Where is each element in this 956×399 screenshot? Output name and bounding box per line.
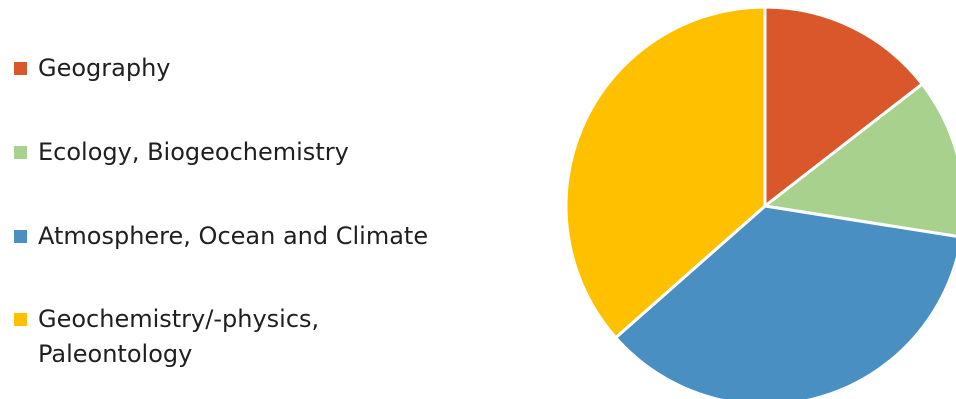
- legend-swatch: [14, 313, 27, 326]
- legend-swatch: [14, 230, 27, 243]
- legend-item-ecology: Ecology, Biogeochemistry: [14, 135, 349, 170]
- legend-item-geography: Geography: [14, 51, 171, 86]
- legend-swatch: [14, 62, 27, 75]
- legend-label: Geochemistry/-physics, Paleontology: [38, 305, 320, 368]
- legend-label: Geography: [38, 54, 171, 82]
- chart-legend: Geography Ecology, Biogeochemistry Atmos…: [14, 0, 534, 399]
- legend-item-geochemistry: Geochemistry/-physics, Paleontology: [14, 302, 319, 372]
- pie-slice-4: [564, 5, 767, 340]
- legend-swatch: [14, 146, 27, 159]
- legend-label: Atmosphere, Ocean and Climate: [38, 222, 429, 250]
- legend-item-atmosphere: Atmosphere, Ocean and Climate: [14, 219, 428, 254]
- pie-slice-2: [763, 82, 956, 238]
- pie-slice-1: [763, 5, 924, 208]
- legend-label: Ecology, Biogeochemistry: [38, 138, 349, 166]
- pie-slice-3: [614, 204, 956, 399]
